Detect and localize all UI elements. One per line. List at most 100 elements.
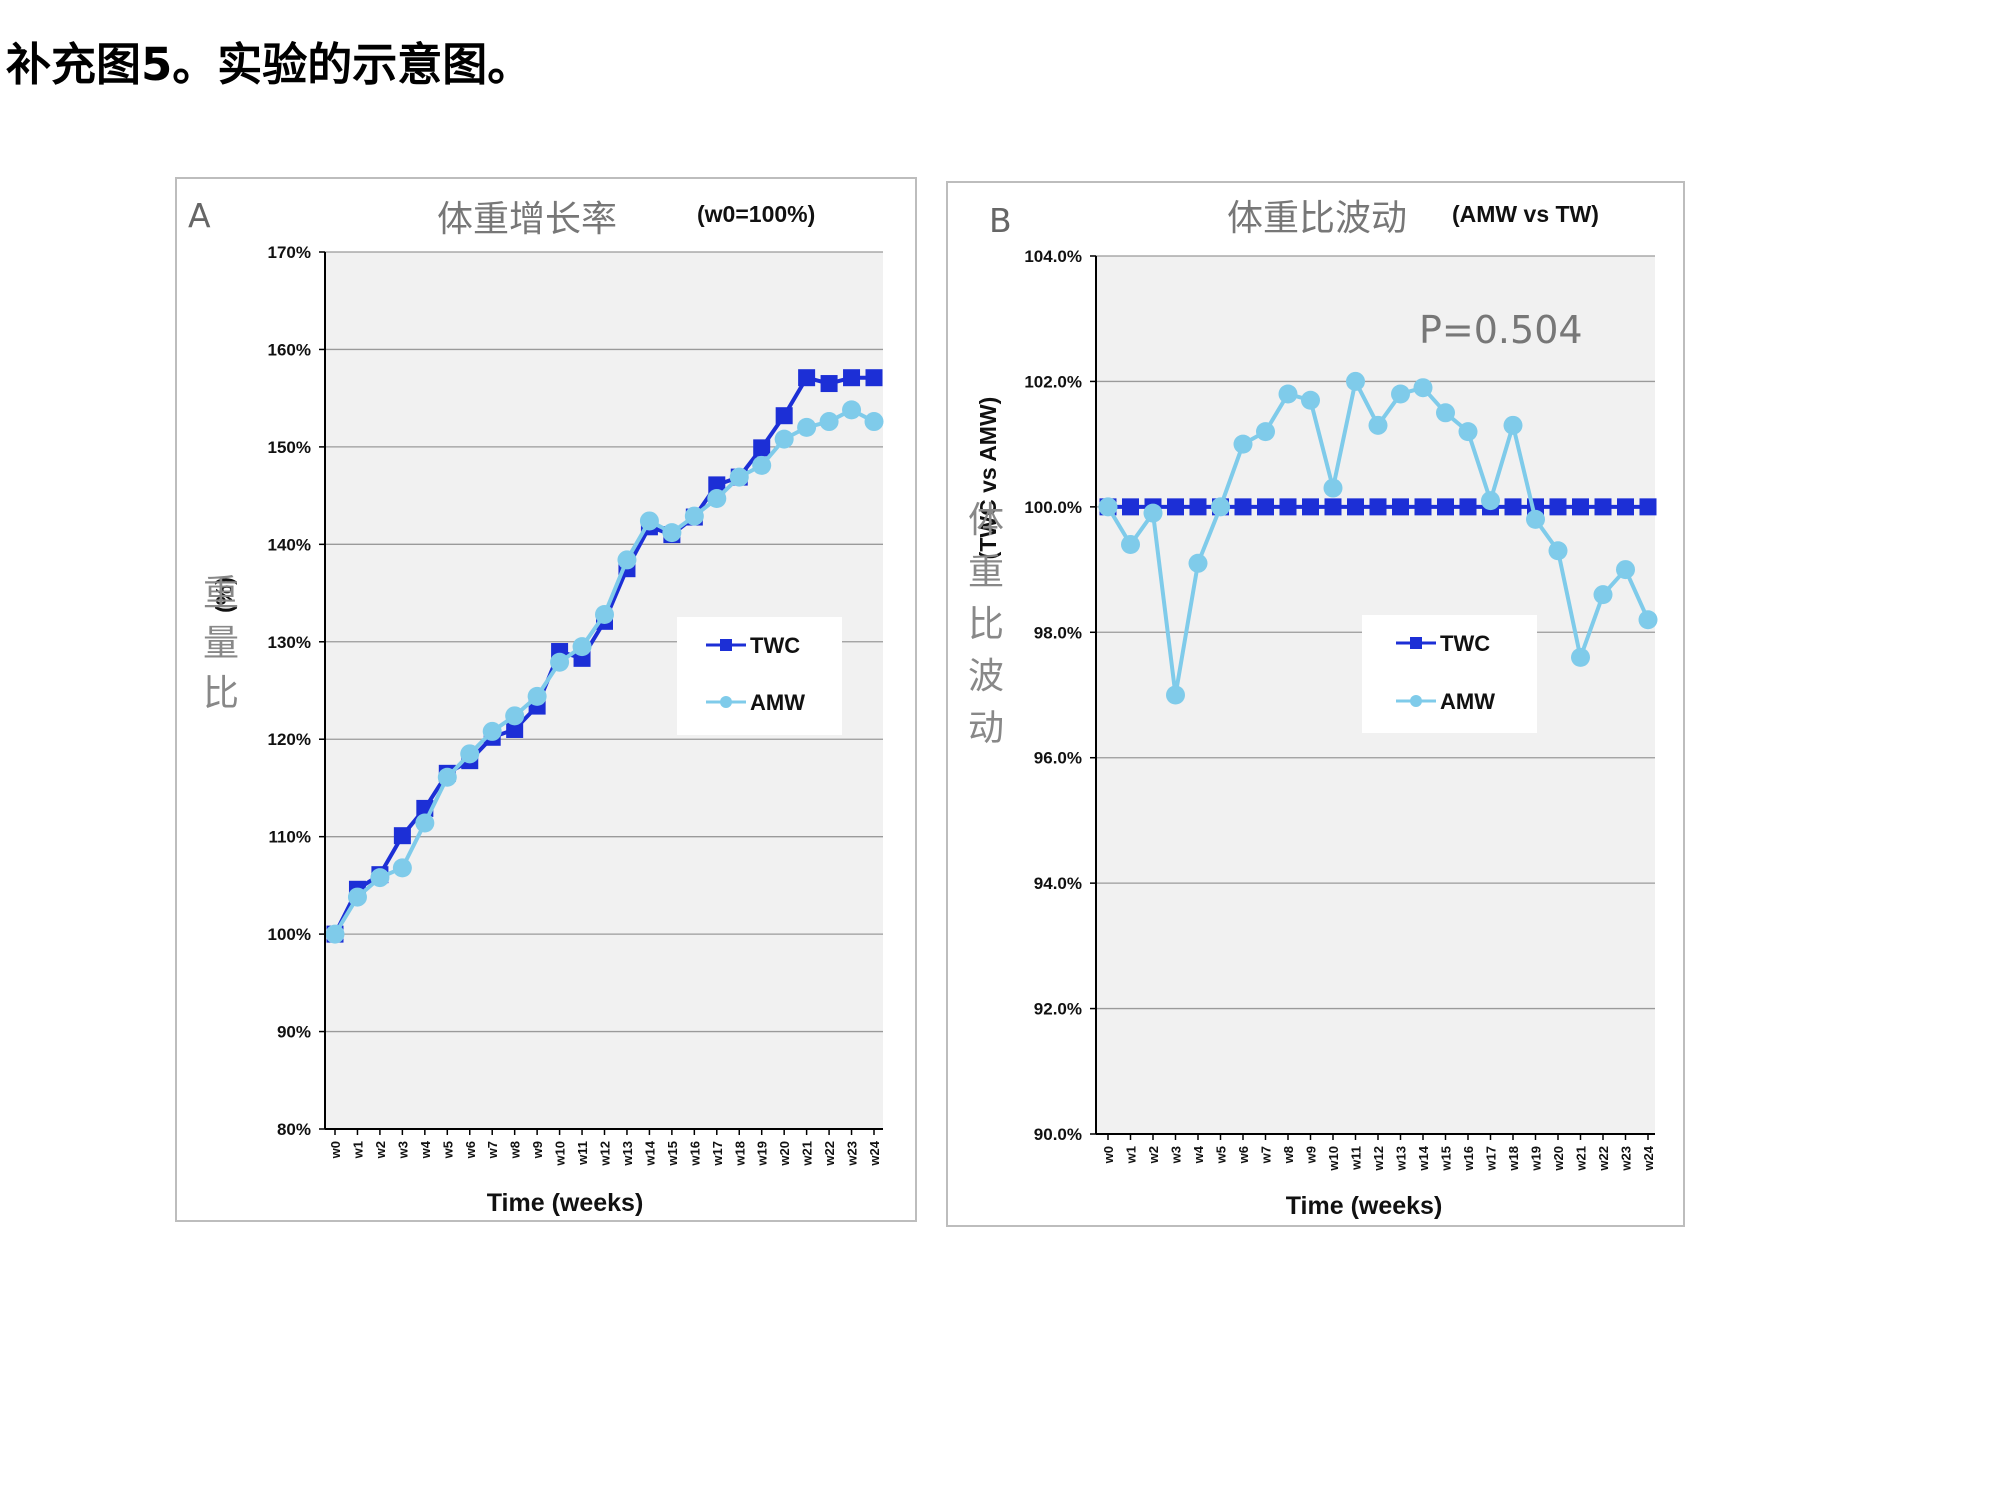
panel-a-amw-point	[347, 887, 367, 907]
panel-b-x-tick-label: w11	[1349, 1146, 1364, 1171]
panel-a-x-tick-label: w24	[867, 1140, 882, 1166]
panel-b-twc-point	[1549, 498, 1567, 516]
panel-a-twc-point	[753, 439, 771, 457]
panel-b-amw-point	[1593, 585, 1613, 605]
panel-b-y-tick-label: 94.0%	[1034, 874, 1082, 893]
panel-a-amw-point	[842, 400, 862, 420]
panel-b-twc-point	[1189, 498, 1207, 516]
panel-a-x-tick-label: w19	[755, 1141, 770, 1167]
panel-b-x-tick-label: w10	[1326, 1146, 1341, 1172]
panel-b-amw-point	[1638, 610, 1658, 630]
panel-b-x-tick-label: w20	[1551, 1146, 1566, 1172]
panel-a-letter: A	[188, 196, 211, 235]
panel-b-twc-point	[1572, 498, 1589, 516]
panel-b-x-tick-label: w12	[1371, 1146, 1386, 1172]
panel-a-x-tick-label: w9	[530, 1141, 545, 1159]
panel-b-twc-point	[1122, 498, 1139, 516]
panel-a-x-tick-label: w23	[845, 1141, 860, 1167]
panel-b-amw-point	[1391, 384, 1410, 404]
panel-b-twc-point	[1504, 498, 1522, 516]
panel-b-x-tick-label: w17	[1484, 1146, 1499, 1172]
panel-a-amw-point	[729, 467, 749, 487]
panel-b-amw-point	[1278, 384, 1298, 404]
panel-a-legend-amw-marker	[720, 696, 732, 708]
panel-b-amw-point	[1368, 415, 1388, 435]
panel-a-x-tick-label: w2	[373, 1141, 388, 1159]
panel-a-amw-point	[370, 868, 390, 888]
panel-b-ylabel-unit: (TWC vs AMW)	[975, 397, 1001, 560]
panel-a-twc-point	[798, 369, 816, 387]
panel-b-twc-point	[1459, 498, 1477, 516]
panel-a-amw-point	[819, 412, 839, 432]
panel-b-amw-point	[1143, 503, 1163, 523]
panel-a-x-tick-label: w17	[710, 1141, 725, 1167]
panel-a-x-tick-label: w13	[620, 1141, 635, 1167]
panel-b-x-tick-label: w18	[1506, 1146, 1521, 1172]
panel-a-x-tick-label: w6	[463, 1141, 478, 1159]
panel-b-legend-twc-label: TWC	[1440, 631, 1490, 656]
panel-b-x-tick-label: w7	[1259, 1146, 1274, 1164]
panel-a-x-tick-label: w0	[328, 1141, 343, 1159]
panel-b-y-ticks: 90.0% 92.0% 94.0% 96.0% 98.0% 100.0% 102.0% 104…	[1024, 247, 1096, 1144]
panel-a-amw-point	[415, 813, 435, 833]
panel-a-twc-point	[843, 369, 861, 387]
panel-a-legend-twc-label: TWC	[750, 633, 800, 658]
panel-b-p-value: P=0.504	[1419, 308, 1583, 352]
panel-b-x-tick-label: w21	[1574, 1146, 1589, 1172]
panel-a-y-tick-label: 140%	[268, 535, 311, 554]
panel-a-y-tick-label: 120%	[268, 730, 311, 749]
panel-b-amw-point	[1548, 541, 1568, 561]
panel-a-amw-point	[707, 489, 727, 509]
panel-a-amw-point	[797, 417, 817, 437]
panel-b-amw-point	[1121, 534, 1140, 554]
panel-b-x-tick-label: w8	[1281, 1146, 1296, 1164]
panel-b-amw-point	[1166, 685, 1185, 705]
panel-a-y-tick-label: 170%	[268, 243, 311, 262]
panel-a-x-tick-label: w11	[575, 1141, 590, 1166]
panel-a-x-tick-label: w18	[732, 1141, 747, 1167]
panel-b-y-tick-label: 100.0%	[1024, 498, 1082, 517]
panel-a-x-ticks: w0 w1 w2 w3 w4 w5 w6 w7 w8 w9 w10 w11 w12 w13 w14 w15 w1…	[328, 1129, 882, 1167]
panel-a-x-tick-label: w5	[440, 1141, 455, 1159]
panel-b-x-tick-label: w24	[1641, 1145, 1656, 1171]
panel-a-amw-point	[595, 604, 614, 624]
panel-a-amw-point	[684, 506, 704, 526]
panel-a-ylabel: 重量比	[203, 573, 239, 714]
panel-a-x-tick-label: w10	[553, 1141, 568, 1167]
panel-a-y-tick-label: 80%	[277, 1120, 311, 1139]
panel-b-letter: B	[989, 201, 1012, 240]
panel-b-y-tick-label: 96.0%	[1034, 749, 1082, 768]
panel-b-twc-point	[1167, 498, 1184, 516]
panel-a-twc-point	[775, 407, 793, 425]
panel-b-y-tick-label: 92.0%	[1034, 1000, 1082, 1019]
panel-a-x-tick-label: w15	[665, 1141, 680, 1167]
panel-b-x-tick-label: w5	[1214, 1146, 1229, 1164]
panel-b-x-tick-label: w6	[1236, 1146, 1251, 1164]
panel-b-x-tick-label: w16	[1461, 1146, 1476, 1172]
panel-b-legend-twc-marker	[1410, 637, 1422, 649]
panel-b-amw-point	[1098, 497, 1118, 517]
panel-b-x-tick-label: w22	[1596, 1146, 1611, 1172]
panel-a-amw-point	[460, 744, 480, 764]
panel-b-amw-point	[1616, 560, 1635, 580]
panel-a-y-tick-label: 100%	[268, 925, 311, 944]
panel-a-amw-point	[639, 511, 659, 531]
panel-b-x-tick-label: w13	[1394, 1146, 1409, 1172]
panel-b-twc-point	[1324, 498, 1342, 516]
panel-b-series	[1098, 371, 1658, 705]
panel-b-amw-point	[1503, 415, 1523, 435]
panel-a-amw-point	[550, 652, 570, 672]
panel-b-legend: TWC AMW	[1362, 615, 1537, 733]
panel-a-twc-point	[506, 720, 524, 738]
panel-a-amw-point	[325, 924, 345, 944]
panel-b-y-tick-label: 90.0%	[1034, 1125, 1082, 1144]
panel-b-x-tick-label: w3	[1169, 1146, 1184, 1164]
panel-a-legend-box	[677, 617, 842, 735]
panel-b: 90.0% 92.0% 94.0% 96.0% 98.0% 100.0% 102.0% 104…	[946, 181, 1685, 1227]
panel-b-x-ticks: w0 w1 w2 w3 w4 w5 w6 w7 w8 w9 w10 w11 w12 w13 w14 w15 w1…	[1101, 1134, 1656, 1172]
panel-b-twc-point	[1369, 498, 1387, 516]
panel-a-y-ticks: 80% 90% 100% 110% 120% 130% 140% 150% 160% 170%	[268, 243, 325, 1139]
panel-a-x-tick-label: w7	[485, 1141, 500, 1159]
panel-a-amw-point	[505, 706, 525, 726]
panel-b-amw-point	[1436, 403, 1455, 423]
